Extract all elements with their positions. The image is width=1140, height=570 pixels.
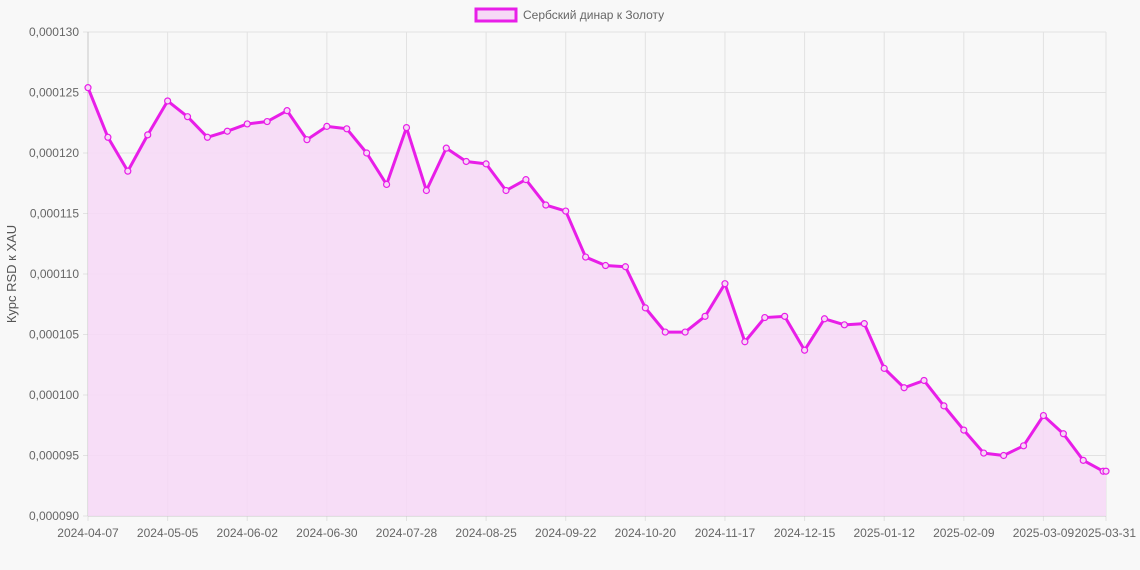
x-tick-label: 2024-07-28	[376, 526, 438, 540]
data-point[interactable]	[880, 364, 888, 372]
y-tick-label: 0,000110	[30, 267, 79, 281]
data-point[interactable]	[800, 346, 809, 354]
data-point[interactable]	[243, 120, 251, 128]
data-point[interactable]	[542, 201, 550, 209]
x-tick-label: 2024-12-15	[774, 526, 836, 540]
data-point[interactable]	[741, 338, 749, 346]
data-point[interactable]	[1019, 442, 1028, 450]
data-point[interactable]	[263, 117, 271, 126]
x-tick-label: 2024-09-22	[535, 526, 597, 540]
x-tick-label: 2024-08-25	[455, 526, 517, 540]
data-point[interactable]	[621, 263, 630, 271]
x-tick-label: 2025-03-09	[1013, 526, 1075, 540]
data-point[interactable]	[442, 144, 450, 152]
data-point[interactable]	[960, 426, 968, 434]
data-point[interactable]	[104, 133, 112, 141]
y-tick-label: 0,000125	[29, 86, 79, 100]
data-point[interactable]	[422, 186, 430, 195]
data-point[interactable]	[124, 167, 132, 175]
data-point[interactable]	[900, 384, 908, 392]
x-tick-label: 2025-03-31	[1075, 526, 1137, 540]
data-point[interactable]	[363, 149, 371, 157]
y-tick-label: 0,000130	[29, 25, 79, 39]
x-tick-label: 2024-06-30	[296, 526, 358, 540]
x-tick-labels: 2024-04-07 2024-05-05 2024-06-02 2024-06-30…	[57, 526, 1136, 540]
data-point[interactable]	[1000, 451, 1008, 460]
legend[interactable]: Сербский динар к Золоту	[474, 7, 664, 23]
data-point[interactable]	[203, 133, 212, 141]
data-point[interactable]	[840, 321, 848, 329]
data-point[interactable]	[303, 136, 311, 144]
x-tick-label: 2024-06-02	[217, 526, 279, 540]
data-point[interactable]	[661, 328, 669, 336]
data-point[interactable]	[721, 280, 729, 288]
x-tick-label: 2024-11-17	[695, 526, 756, 540]
y-tick-label: 0,000100	[29, 388, 79, 402]
data-point[interactable]	[820, 315, 829, 323]
data-point[interactable]	[382, 180, 391, 189]
y-tick-label: 0,000120	[29, 146, 79, 160]
data-point[interactable]	[144, 131, 152, 139]
x-tick-label: 2025-02-09	[933, 526, 995, 540]
data-point[interactable]	[860, 320, 868, 328]
data-point[interactable]	[980, 449, 988, 457]
legend-swatch[interactable]	[474, 7, 518, 23]
data-point[interactable]	[283, 107, 291, 115]
series-area-fill	[88, 87, 1106, 516]
data-point[interactable]	[681, 328, 689, 336]
data-point[interactable]	[462, 157, 470, 166]
y-tick-labels: 0,000090 0,000095 0,000100 0,000105 0,000110…	[29, 25, 79, 523]
data-point[interactable]	[1079, 456, 1087, 464]
data-point[interactable]	[522, 176, 530, 184]
data-point[interactable]	[1102, 467, 1110, 475]
x-tick-label: 2024-05-05	[137, 526, 199, 540]
data-point[interactable]	[84, 84, 92, 92]
data-point[interactable]	[402, 123, 411, 132]
data-point[interactable]	[781, 312, 789, 320]
y-tick-label: 0,000115	[30, 207, 79, 221]
x-tick-label: 2024-10-20	[615, 526, 677, 540]
x-tick-label: 2024-04-07	[57, 526, 119, 540]
data-point[interactable]	[701, 312, 709, 320]
data-point[interactable]	[482, 160, 490, 168]
data-point[interactable]	[323, 122, 331, 130]
data-point[interactable]	[920, 376, 928, 385]
x-tick-label: 2025-01-12	[854, 526, 916, 540]
data-point[interactable]	[502, 186, 510, 195]
y-tick-label: 0,000090	[29, 509, 79, 523]
y-tick-label: 0,000095	[29, 449, 79, 463]
data-point[interactable]	[601, 261, 610, 270]
y-axis-title: Курс RSD к XAU	[4, 225, 19, 323]
data-point[interactable]	[562, 207, 570, 215]
data-points	[84, 84, 1110, 475]
data-point[interactable]	[761, 313, 769, 322]
data-point[interactable]	[1059, 430, 1067, 438]
data-point[interactable]	[183, 113, 192, 121]
data-point[interactable]	[1039, 411, 1048, 420]
data-point[interactable]	[940, 402, 948, 410]
data-point[interactable]	[343, 125, 351, 133]
data-point[interactable]	[582, 253, 590, 261]
data-point[interactable]	[641, 304, 649, 312]
data-point[interactable]	[164, 97, 172, 105]
y-tick-label: 0,000105	[29, 328, 79, 342]
legend-label[interactable]: Сербский динар к Золоту	[523, 8, 664, 22]
data-point[interactable]	[223, 127, 231, 135]
